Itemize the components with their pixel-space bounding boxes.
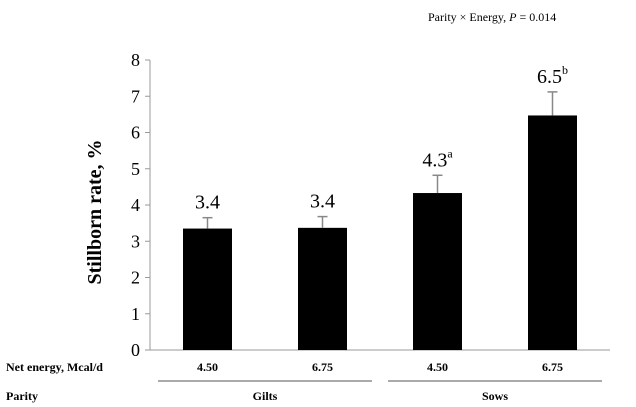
x-tick-label: 6.75 — [542, 360, 563, 374]
y-tick-label: 8 — [131, 50, 140, 70]
data-label: 6.5b — [537, 63, 568, 88]
y-tick-label: 2 — [131, 268, 140, 288]
data-label-superscript: a — [447, 146, 453, 160]
bar — [413, 193, 462, 350]
x-tick-label: 4.50 — [427, 360, 448, 374]
bar — [298, 227, 347, 350]
bar — [183, 228, 232, 350]
data-label: 4.3a — [422, 146, 453, 171]
y-tick-label: 3 — [131, 231, 140, 251]
x-tick-label: 4.50 — [197, 360, 218, 374]
data-label-superscript: b — [562, 63, 568, 77]
data-label: 3.4 — [310, 191, 335, 213]
group-label: Sows — [482, 389, 508, 403]
x-tick-label: 6.75 — [312, 360, 333, 374]
y-tick-label: 5 — [131, 159, 140, 179]
parity-row-label: Parity — [6, 389, 38, 403]
bar — [528, 115, 577, 351]
energy-row-label: Net energy, Mcal/d — [6, 360, 103, 374]
y-tick-label: 6 — [131, 123, 140, 143]
y-tick-label: 0 — [131, 340, 140, 360]
data-label: 3.4 — [195, 192, 220, 214]
y-axis-label: Stillborn rate, % — [84, 140, 106, 285]
y-tick-label: 7 — [131, 86, 140, 106]
y-tick-label: 1 — [131, 304, 140, 324]
group-label: Gilts — [253, 389, 278, 403]
interaction-note: Parity × Energy, P = 0.014 — [428, 10, 556, 24]
y-tick-label: 4 — [131, 195, 140, 215]
